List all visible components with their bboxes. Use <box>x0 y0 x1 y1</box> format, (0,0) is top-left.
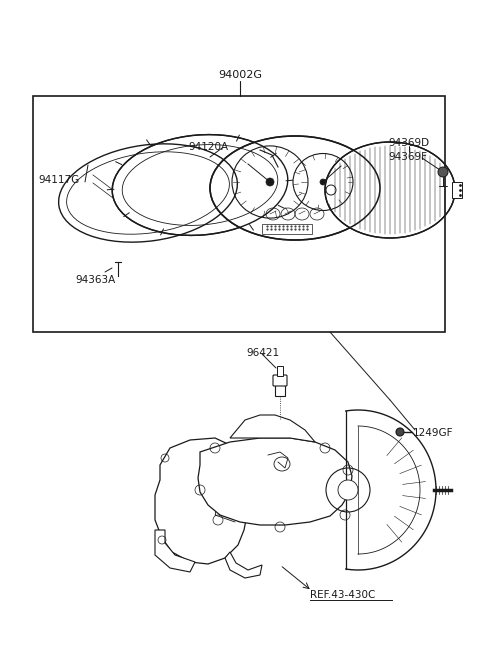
Text: 94363A: 94363A <box>75 275 115 285</box>
Ellipse shape <box>266 178 274 186</box>
Bar <box>277 366 283 376</box>
Text: 94369F: 94369F <box>388 152 427 162</box>
Bar <box>262 224 312 234</box>
Polygon shape <box>230 415 315 442</box>
Polygon shape <box>155 530 195 572</box>
Ellipse shape <box>438 167 448 177</box>
Text: 1249GF: 1249GF <box>413 428 454 438</box>
Text: REF.43-430C: REF.43-430C <box>310 590 375 600</box>
Bar <box>452 182 462 198</box>
Polygon shape <box>225 552 262 578</box>
Ellipse shape <box>338 480 358 500</box>
Bar <box>33 96 445 332</box>
Ellipse shape <box>396 428 404 436</box>
Text: 94002G: 94002G <box>218 70 262 80</box>
Text: 94369D: 94369D <box>388 138 429 148</box>
Polygon shape <box>155 438 248 564</box>
Text: 94120A: 94120A <box>188 142 228 152</box>
Text: 96421: 96421 <box>246 348 279 358</box>
Ellipse shape <box>320 179 326 185</box>
Text: 94117G: 94117G <box>38 175 79 185</box>
Ellipse shape <box>325 142 455 238</box>
FancyBboxPatch shape <box>273 375 287 386</box>
Ellipse shape <box>210 136 380 240</box>
Bar <box>275 384 285 396</box>
Polygon shape <box>198 438 352 525</box>
Ellipse shape <box>112 134 288 236</box>
